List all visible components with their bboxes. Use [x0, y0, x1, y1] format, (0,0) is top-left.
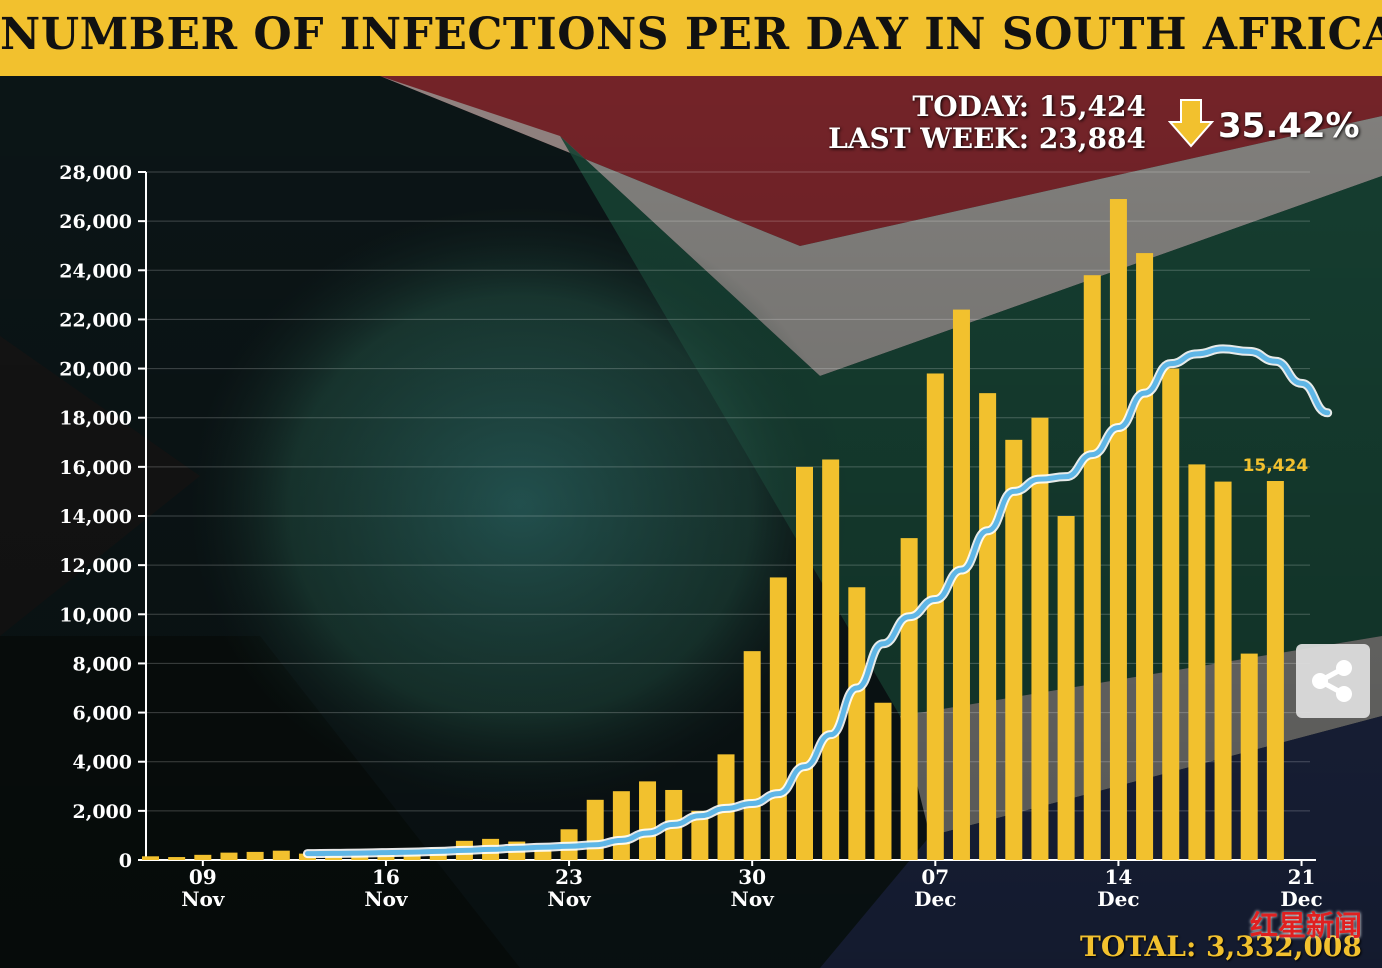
y-tick-label: 20,000 [59, 359, 132, 381]
y-tick-label: 4,000 [73, 752, 133, 774]
y-tick-label: 18,000 [59, 408, 132, 430]
bar [1266, 481, 1284, 860]
y-tick-label: 0 [119, 850, 132, 872]
bar [1136, 253, 1154, 861]
title-bar [0, 0, 1382, 76]
y-tick-label: 22,000 [59, 309, 132, 331]
change-percent: 35.42% [1218, 106, 1360, 146]
x-tick-month: Nov [547, 887, 592, 911]
bar [691, 810, 709, 860]
x-tick-day: 16 [372, 865, 400, 889]
bar [142, 856, 159, 860]
bar [1162, 368, 1180, 860]
y-tick-label: 24,000 [59, 260, 132, 282]
x-tick-month: Nov [181, 887, 226, 911]
bar [1109, 199, 1127, 860]
last-value-label: 15,424 [1243, 456, 1309, 476]
today-count: TODAY: 15,424 [912, 90, 1146, 123]
bar [874, 702, 892, 860]
chart-plot: 0 2,000 4,000 6,000 8,000 10,000 12,000 14,000 1… [59, 162, 1333, 911]
bar [743, 651, 761, 860]
y-tick-label: 8,000 [73, 653, 133, 675]
x-tick-day: 14 [1104, 865, 1132, 889]
average-line [304, 346, 1331, 857]
bar [168, 857, 186, 860]
watermark-logo: 红星新闻 [1250, 909, 1363, 942]
bar [272, 850, 290, 860]
y-tick-label: 12,000 [59, 555, 132, 577]
bar [1031, 417, 1049, 860]
last-week-count: LAST WEEK: 23,884 [828, 122, 1146, 155]
x-tick-day: 23 [555, 865, 583, 889]
y-tick-label: 10,000 [59, 604, 132, 626]
bar [979, 393, 997, 860]
bar [1057, 516, 1075, 860]
y-tick-label: 6,000 [73, 703, 133, 725]
y-tick-label: 26,000 [59, 211, 132, 233]
bar [1240, 653, 1258, 860]
bar [220, 852, 238, 860]
bar [246, 851, 264, 860]
x-tick-day: 30 [738, 865, 766, 889]
x-tick-month: Nov [364, 887, 409, 911]
bar [796, 466, 813, 860]
total-count: TOTAL: 3,332,008 [1080, 930, 1362, 963]
y-tick-label: 2,000 [73, 801, 133, 823]
x-tick-day: 21 [1288, 865, 1316, 889]
bar [1214, 481, 1232, 860]
x-tick-month: Dec [914, 887, 956, 911]
x-tick-month: Dec [1097, 887, 1139, 911]
bar [769, 577, 787, 860]
bar [1188, 464, 1206, 860]
bar [926, 373, 944, 860]
x-tick-month: Dec [1280, 887, 1322, 911]
bar [1005, 439, 1023, 860]
share-button[interactable] [1296, 644, 1370, 718]
y-tick-label: 16,000 [59, 457, 132, 479]
share-icon [1312, 660, 1352, 702]
x-tick-day: 07 [921, 865, 949, 889]
y-tick-label: 28,000 [59, 162, 132, 184]
y-tick-label: 14,000 [59, 506, 132, 528]
bar [900, 538, 918, 860]
bar [822, 459, 840, 860]
bar [639, 781, 657, 860]
bar [1083, 275, 1101, 860]
bar [586, 799, 604, 860]
down-arrow-icon [1168, 99, 1214, 148]
x-tick-day: 09 [189, 865, 217, 889]
chart-title: NUMBER OF INFECTIONS PER DAY IN SOUTH AF… [0, 9, 1382, 60]
x-tick-month: Nov [731, 887, 776, 911]
bar [952, 309, 970, 861]
bar [848, 587, 866, 860]
bar [612, 791, 630, 860]
bar [194, 854, 212, 860]
